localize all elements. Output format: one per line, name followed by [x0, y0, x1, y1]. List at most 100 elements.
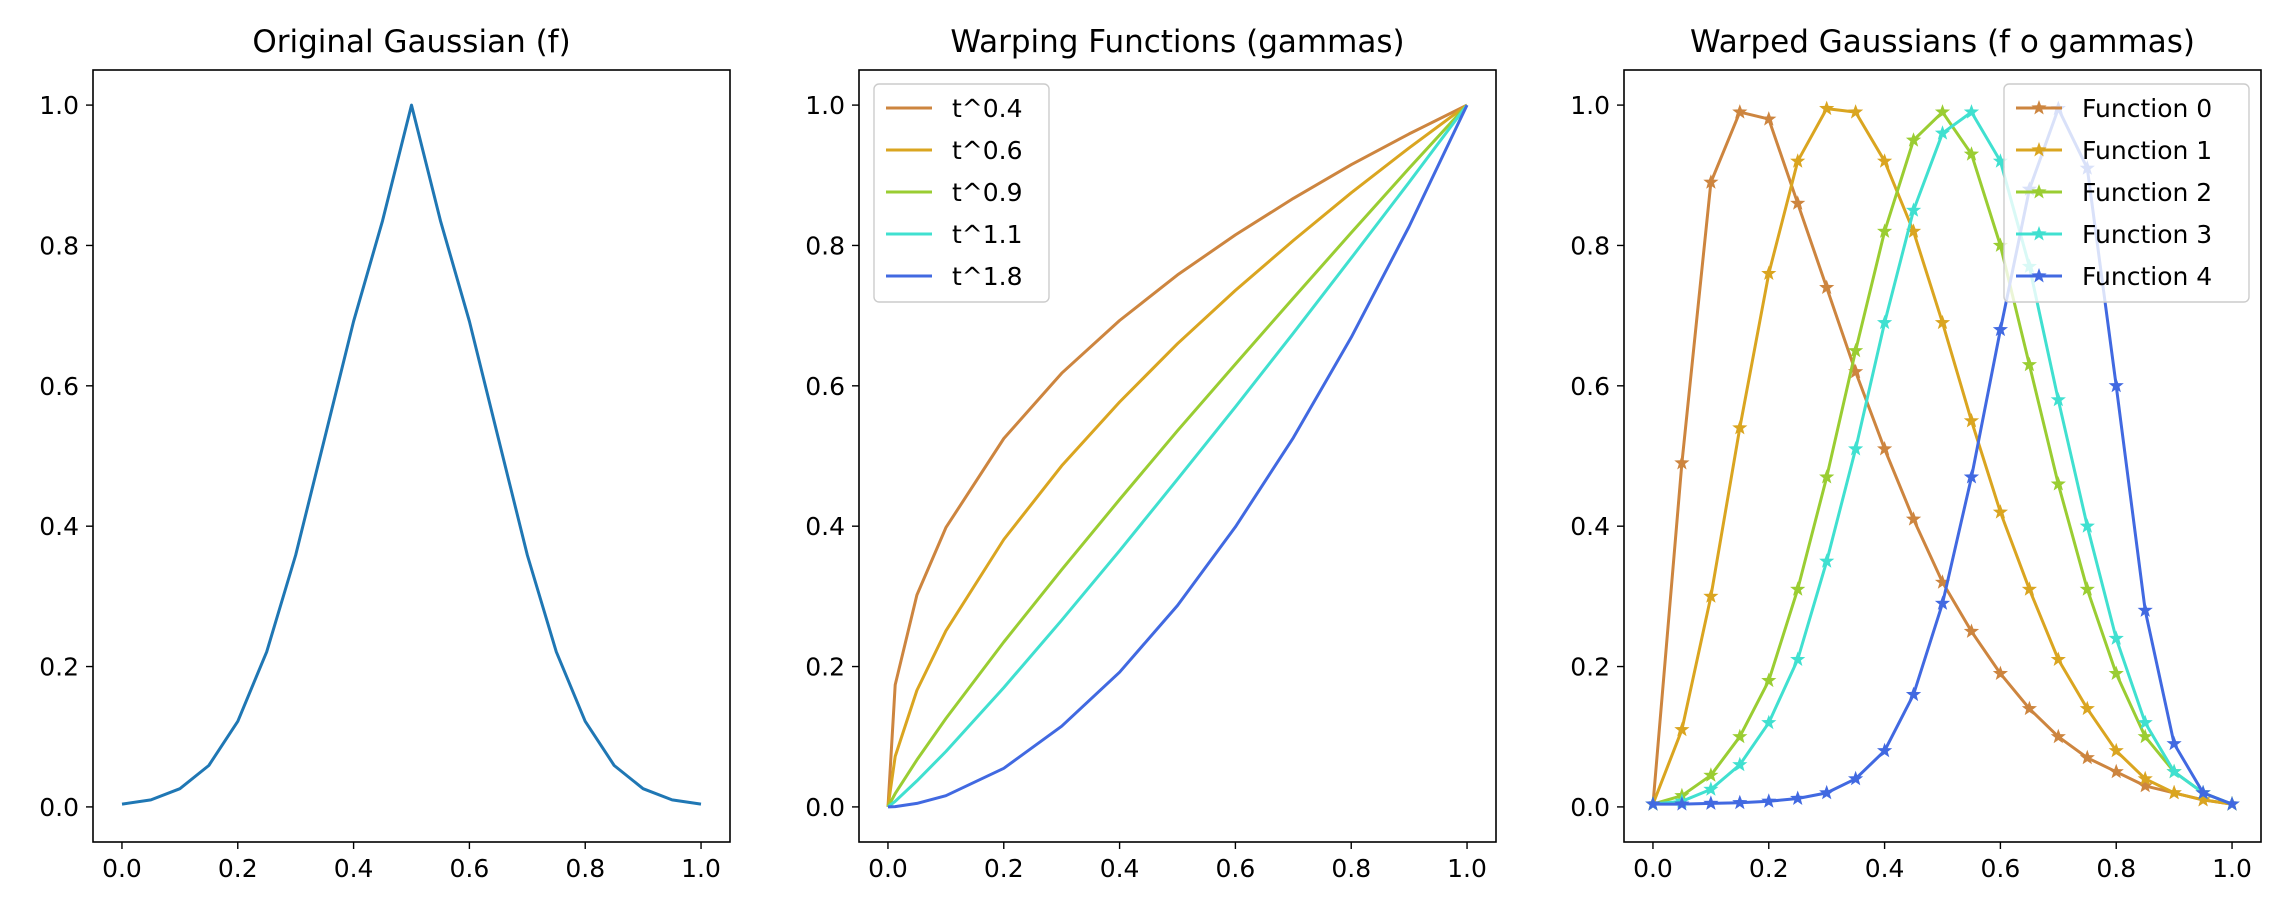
data-point — [1992, 153, 2008, 168]
data-point — [2137, 770, 2153, 786]
legend-marker — [2031, 142, 2047, 157]
x-tick-label: 1.0 — [2212, 854, 2252, 883]
x-tick-label: 0.8 — [2096, 854, 2136, 883]
data-point — [1992, 237, 2008, 252]
data-point — [1963, 146, 1980, 161]
data-point — [2108, 630, 2124, 645]
data-point — [1790, 581, 1806, 596]
data-point — [1934, 314, 1951, 330]
data-point — [1732, 419, 1748, 435]
data-point — [2079, 700, 2095, 716]
data-point — [1819, 100, 1835, 116]
y-tick-label: 0.4 — [39, 512, 79, 541]
legend-label: Function 0 — [2082, 94, 2212, 123]
data-point — [2137, 714, 2153, 730]
data-point — [1761, 265, 1777, 280]
data-point — [2195, 784, 2211, 800]
data-point — [1848, 441, 1864, 456]
data-point — [1732, 794, 1748, 810]
y-tick-label: 1.0 — [1570, 91, 1610, 120]
data-point — [1674, 455, 1690, 470]
data-point — [2079, 581, 2095, 596]
chart-panel-1: Warping Functions (gammas) 0.0 0.2 0.4 0.6 0.… — [805, 24, 1497, 883]
legend-label: t^0.4 — [952, 94, 1023, 123]
data-point — [1674, 721, 1690, 737]
series-line-4 — [887, 104, 1469, 809]
axes-frame — [858, 69, 1497, 843]
y-tick-label: 0.2 — [1570, 653, 1610, 682]
data-point — [1819, 279, 1835, 294]
legend-label: Function 1 — [2082, 136, 2212, 165]
legend-marker — [2031, 226, 2047, 241]
chart-panel-0: Original Gaussian (f) 0.0 0.2 0.4 0.6 0.8 1.0 0… — [39, 24, 731, 883]
data-point — [1819, 469, 1835, 484]
y-tick-label: 0.8 — [39, 231, 79, 260]
x-tick-label: 0.0 — [102, 854, 142, 883]
x-tick-label: 0.2 — [984, 854, 1024, 883]
x-tick-label: 0.6 — [1981, 854, 2021, 883]
data-point — [1790, 651, 1806, 666]
y-tick-label: 0.4 — [805, 512, 845, 541]
chart-title: Warping Functions (gammas) — [950, 24, 1404, 60]
data-point — [1848, 770, 1864, 786]
data-point — [1877, 314, 1893, 330]
chart-title: Original Gaussian (f) — [252, 24, 570, 60]
data-point — [2224, 796, 2240, 811]
data-point — [1645, 796, 1661, 811]
series-line-0 — [121, 103, 702, 806]
data-point — [2108, 377, 2124, 393]
data-point — [1848, 104, 1864, 119]
data-point — [1877, 153, 1893, 168]
data-point — [1703, 795, 1719, 810]
data-point — [1848, 342, 1864, 358]
data-point — [1703, 781, 1719, 796]
legend-marker — [2031, 100, 2047, 115]
data-point — [2108, 742, 2124, 758]
legend: t^0.4 t^0.6 t^0.9 t^1.1 t^1.8 — [873, 83, 1050, 303]
data-point — [1703, 174, 1719, 189]
data-point — [1905, 132, 1922, 147]
data-point — [1761, 111, 1777, 126]
data-point — [1790, 195, 1806, 210]
y-tick-label: 0.6 — [39, 372, 79, 401]
data-point — [1732, 728, 1748, 744]
data-point — [1761, 672, 1777, 688]
x-tick-label: 0.2 — [1749, 854, 1789, 883]
data-point — [2079, 749, 2095, 765]
data-point — [2021, 700, 2037, 716]
x-tick-label: 0.4 — [334, 854, 374, 883]
data-point — [1732, 104, 1748, 119]
data-point — [2108, 665, 2124, 680]
data-point — [2050, 476, 2066, 491]
data-point — [2137, 728, 2153, 744]
data-point — [2021, 356, 2037, 372]
data-point — [1934, 104, 1951, 119]
y-tick-label: 0.0 — [1570, 793, 1610, 822]
chart-panel-2: Warped Gaussians (f o gammas) 0.0 0.2 0.4 0.… — [1570, 24, 2262, 883]
x-tick-label: 0.2 — [218, 854, 258, 883]
data-point — [2050, 728, 2066, 744]
axes-frame — [1623, 69, 2262, 843]
y-tick-label: 0.0 — [39, 793, 79, 822]
data-point — [1992, 321, 2008, 337]
y-tick-label: 1.0 — [39, 91, 79, 120]
data-point — [1877, 223, 1893, 238]
data-point — [2166, 735, 2182, 751]
y-tick-label: 0.8 — [1570, 231, 1610, 260]
data-point — [2050, 651, 2066, 666]
x-tick-label: 0.6 — [450, 854, 490, 883]
data-point — [1761, 714, 1777, 730]
legend-label: t^1.1 — [952, 220, 1023, 249]
data-point — [1819, 784, 1835, 800]
legend-marker — [2031, 268, 2047, 283]
data-point — [1732, 756, 1748, 772]
legend-label: Function 2 — [2082, 178, 2212, 207]
data-point — [2166, 784, 2182, 800]
data-point — [2079, 518, 2095, 533]
data-point — [1905, 223, 1922, 238]
data-point — [1848, 363, 1864, 379]
data-point — [1790, 790, 1806, 805]
data-point — [1905, 686, 1922, 702]
data-point — [1819, 553, 1835, 568]
data-point — [2195, 791, 2211, 807]
